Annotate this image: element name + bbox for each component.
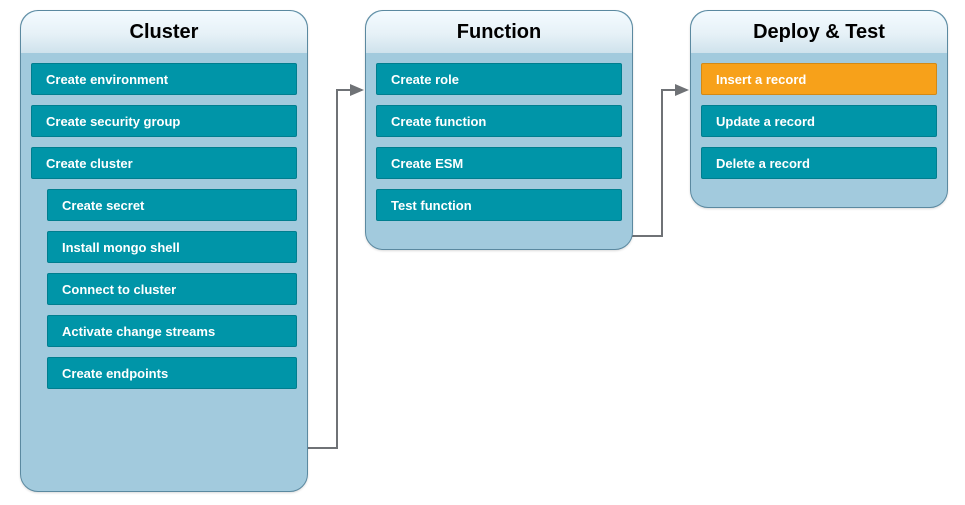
step-cluster-6: Activate change streams <box>47 315 297 347</box>
step-deploy-1: Update a record <box>701 105 937 137</box>
stage-title-cluster: Cluster <box>21 11 307 53</box>
step-cluster-2: Create cluster <box>31 147 297 179</box>
step-deploy-0: Insert a record <box>701 63 937 95</box>
step-deploy-2: Delete a record <box>701 147 937 179</box>
stage-cluster: Cluster Create environment Create security… <box>20 10 308 492</box>
step-function-3: Test function <box>376 189 622 221</box>
stage-function: Function Create role Create function Create… <box>365 10 633 250</box>
step-cluster-0: Create environment <box>31 63 297 95</box>
connector-arrow <box>629 90 687 236</box>
connector-arrow <box>304 90 362 448</box>
step-function-2: Create ESM <box>376 147 622 179</box>
stage-deploy: Deploy & Test Insert a record Update a rec… <box>690 10 948 208</box>
step-cluster-4: Install mongo shell <box>47 231 297 263</box>
stage-title-function: Function <box>366 11 632 53</box>
stage-title-deploy: Deploy & Test <box>691 11 947 53</box>
step-function-1: Create function <box>376 105 622 137</box>
step-cluster-5: Connect to cluster <box>47 273 297 305</box>
step-cluster-3: Create secret <box>47 189 297 221</box>
step-function-0: Create role <box>376 63 622 95</box>
step-cluster-7: Create endpoints <box>47 357 297 389</box>
step-cluster-1: Create security group <box>31 105 297 137</box>
